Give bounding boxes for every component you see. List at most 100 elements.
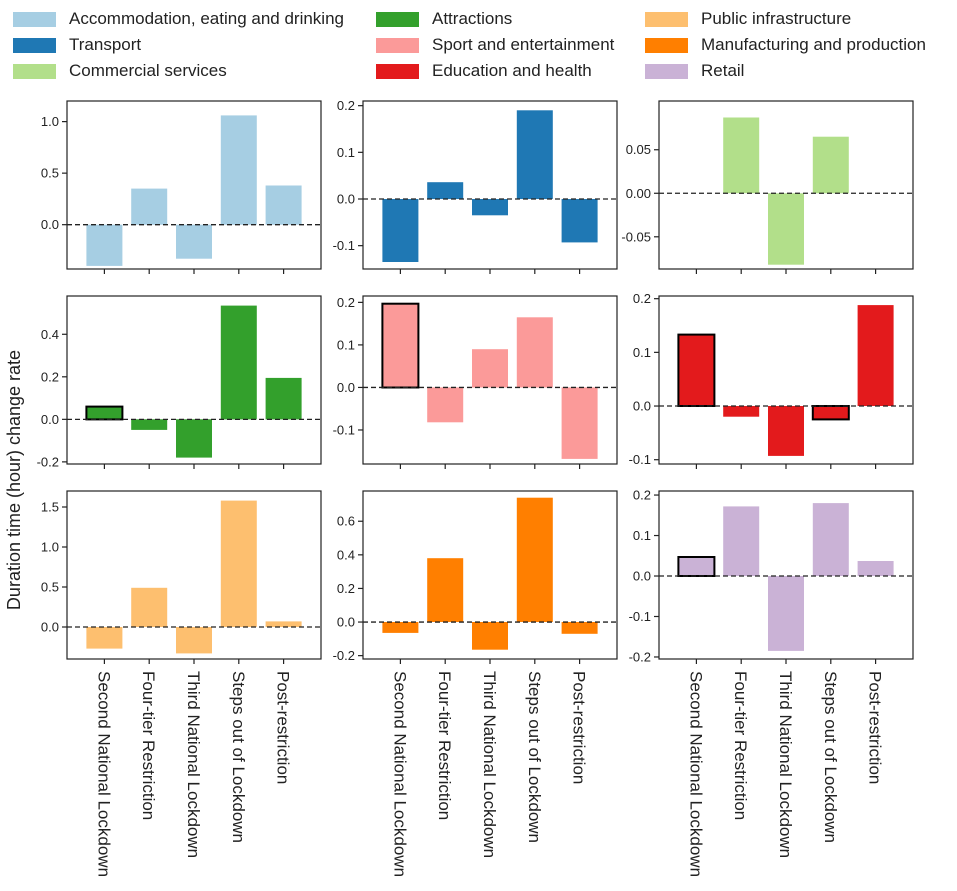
legend-swatch <box>13 11 56 27</box>
x-tick-label: Post-restriction <box>274 671 293 784</box>
legend-swatch <box>376 37 419 53</box>
y-tick-label: 0.1 <box>633 345 651 360</box>
x-tick-label: Third National Lockdown <box>480 671 499 858</box>
y-tick-label: 0.2 <box>337 98 355 113</box>
bar <box>812 136 849 194</box>
legend-item-sport: Sport and entertainment <box>376 32 614 58</box>
bar <box>723 506 760 576</box>
bar <box>768 406 804 456</box>
y-tick-label: -0.1 <box>629 452 651 467</box>
y-tick-label: 0.2 <box>337 295 355 310</box>
y-tick-label: 0.0 <box>41 412 59 427</box>
bar <box>265 185 302 225</box>
y-tick-label: -0.2 <box>333 648 355 663</box>
x-tick-label: Steps out of Lockdown <box>525 671 544 843</box>
y-tick-label: 0.2 <box>633 488 651 503</box>
bar <box>768 193 804 265</box>
x-tick-label: Third National Lockdown <box>184 671 203 858</box>
legend-label: Commercial services <box>69 61 227 80</box>
bar <box>176 419 212 458</box>
bar <box>85 405 124 421</box>
legend-swatch <box>13 37 56 53</box>
legend-label: Public infrastructure <box>701 9 852 28</box>
y-tick-label: 0.1 <box>337 337 355 352</box>
panel-attractions: -0.2 0.0 0.2 0.4 <box>37 295 322 469</box>
y-tick-label: 1.0 <box>41 114 59 129</box>
bar <box>472 349 508 388</box>
bar <box>220 115 257 225</box>
legend-label: Education and health <box>432 61 592 80</box>
y-tick-label: -0.1 <box>333 422 355 437</box>
bar <box>472 622 508 650</box>
y-tick-label: -0.1 <box>333 238 355 253</box>
y-tick-label: 0.4 <box>41 327 59 342</box>
x-tick-label: Second National Lockdown <box>686 671 705 877</box>
bar <box>86 627 123 649</box>
panel-retail: -0.2 -0.1 0.0 0.1 0.2 Second National Lockdow… <box>629 488 914 877</box>
bar <box>561 622 598 634</box>
bar <box>857 305 894 406</box>
legend-label: Manufacturing and production <box>701 35 926 54</box>
y-tick-label: 0.2 <box>337 581 355 596</box>
legend-item-manufacturing: Manufacturing and production <box>645 32 926 58</box>
panel-manufacturing-and-production: -0.2 0.0 0.2 0.4 0.6 Second National Lockdown… <box>333 490 618 877</box>
bar <box>381 302 420 389</box>
x-tick-label: Four-tier Restriction <box>731 671 750 820</box>
bar <box>472 199 508 216</box>
x-tick-label: Steps out of Lockdown <box>821 671 840 843</box>
x-tick-label: Post-restriction <box>866 671 885 784</box>
bar <box>427 387 464 423</box>
y-tick-label: -0.2 <box>629 649 651 664</box>
bar <box>131 419 168 430</box>
panel-sport-and-entertainment: -0.1 0.0 0.1 0.2 <box>333 295 618 469</box>
y-tick-label: 0.0 <box>337 615 355 630</box>
bar <box>86 224 123 266</box>
bar <box>220 500 257 627</box>
y-tick-label: 0.0 <box>633 399 651 414</box>
y-tick-label: 0.5 <box>41 166 59 181</box>
y-tick-label: 0.1 <box>337 145 355 160</box>
x-tick-label: Post-restriction <box>570 671 589 784</box>
y-tick-label: 0.00 <box>626 186 651 201</box>
y-tick-label: 0.0 <box>41 620 59 635</box>
legend-label: Attractions <box>432 9 513 28</box>
y-tick-label: 1.0 <box>41 540 59 555</box>
y-tick-label: -0.05 <box>621 229 651 244</box>
bar <box>427 182 464 199</box>
legend-item-public-infrastructure: Public infrastructure <box>645 6 851 32</box>
bar <box>427 558 464 622</box>
y-tick-label: 1.5 <box>41 500 59 515</box>
legend-label: Accommodation, eating and drinking <box>69 9 344 28</box>
bar <box>382 199 419 262</box>
x-tick-label: Four-tier Restriction <box>435 671 454 820</box>
legend-item-commercial: Commercial services <box>13 58 227 84</box>
panel-education-and-health: -0.1 0.0 0.1 0.2 <box>629 291 914 469</box>
legend-swatch <box>645 11 688 27</box>
y-tick-label: -0.1 <box>629 609 651 624</box>
panel-commercial-services: -0.05 0.00 0.05 <box>621 100 914 274</box>
y-tick-label: 0.5 <box>41 580 59 595</box>
y-axis-label: Duration time (hour) change rate <box>4 350 24 610</box>
bar <box>516 497 553 622</box>
bar <box>131 587 168 627</box>
legend-swatch <box>376 63 419 79</box>
bar <box>176 627 212 654</box>
legend-item-transport: Transport <box>13 32 141 58</box>
y-tick-label: 0.2 <box>633 291 651 306</box>
bar <box>561 387 598 459</box>
bar <box>677 333 716 408</box>
bar <box>265 377 302 420</box>
y-tick-label: 0.6 <box>337 514 355 529</box>
bar <box>723 406 760 417</box>
y-tick-label: 0.4 <box>337 547 355 562</box>
y-tick-label: 0.0 <box>41 217 59 232</box>
y-tick-label: -0.2 <box>37 454 59 469</box>
panel-transport: -0.1 0.0 0.1 0.2 <box>333 98 618 274</box>
x-tick-label: Second National Lockdown <box>390 671 409 877</box>
bar <box>812 503 849 576</box>
bar <box>857 561 894 576</box>
panel-public-infrastructure: 0.0 0.5 1.0 1.5 Second National Lockdown Four… <box>41 490 322 877</box>
y-tick-label: 0.2 <box>41 369 59 384</box>
legend-item-education: Education and health <box>376 58 592 84</box>
legend-item-attractions: Attractions <box>376 6 512 32</box>
